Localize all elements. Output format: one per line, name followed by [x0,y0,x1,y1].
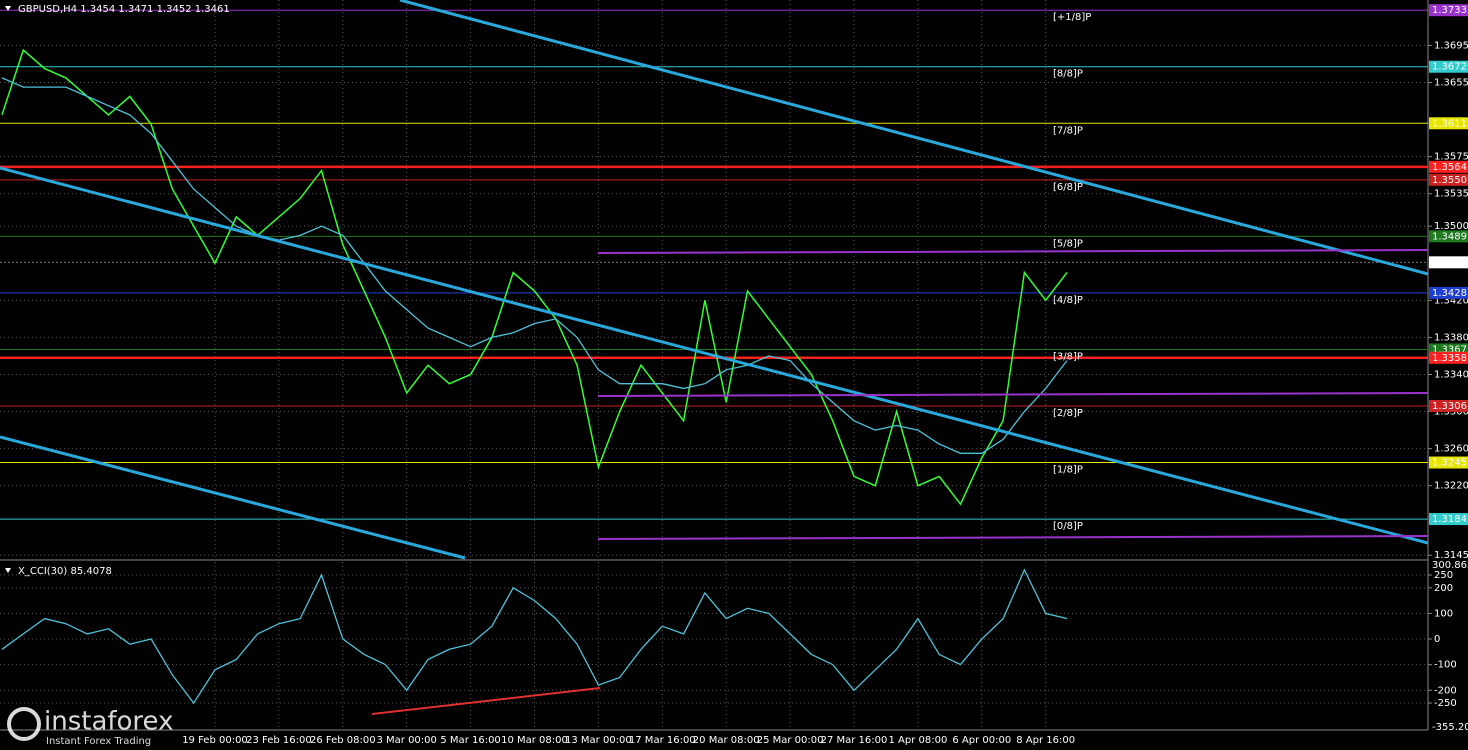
price-badge-label: 1.3672 [1432,62,1467,73]
x-tick-label: 1 Apr 08:00 [888,735,947,746]
menu-arrow [5,6,11,11]
pivot-line [597,535,1429,540]
price-badge [1429,399,1468,412]
x-tick-label: 19 Feb 00:00 [182,735,248,746]
x-tick-label: 23 Feb 16:00 [246,735,312,746]
watermark-text: instaforex [44,707,173,737]
series-line [1,568,1068,705]
y-tick-label: 1.3220 [1434,481,1468,492]
y-tick-label: 100 [1434,608,1453,619]
murray-tag: [0/8]P [1053,521,1083,532]
murray-tag: [4/8]P [1053,295,1083,306]
price-badge-label: 1.3245 [1432,458,1467,469]
price-badge [1429,117,1468,130]
murray-tag: [1/8]P [1053,465,1083,476]
x-tick-label: 8 Apr 16:00 [1016,735,1075,746]
price-badge [1429,456,1468,469]
x-tick-label: 17 Mar 16:00 [629,735,696,746]
price-badge [1429,351,1468,364]
y-tick-label: 1.3535 [1434,189,1468,200]
murray-tag: [8/8]P [1053,69,1083,80]
series-line [1,77,1068,454]
x-tick-label: 3 Mar 00:00 [376,735,436,746]
price-badge-label: 1.3184 [1432,514,1467,525]
y-tick-label: 1.3145 [1434,550,1468,561]
price-badge [1429,513,1468,526]
x-tick-label: 25 Mar 00:00 [757,735,824,746]
indicator-title: X_CCI(30) 85.4078 [18,566,112,577]
price-badge [1429,173,1468,186]
y-tick-label: 1.3260 [1434,444,1468,455]
trend-line [0,166,1429,545]
y-tick-label: 200 [1434,583,1453,594]
price-badge-label: 1.3611 [1432,118,1467,129]
watermark: instaforex Instant Forex Trading [7,707,173,747]
price-badge-label: 1.3428 [1432,288,1467,299]
watermark-subtext: Instant Forex Trading [46,736,151,747]
y-tick-label: 1.3380 [1434,332,1468,343]
price-badge [1429,60,1468,73]
price-badge [1429,286,1468,299]
y-tick-label: 1.3695 [1434,40,1468,51]
x-tick-label: 20 Mar 08:00 [693,735,760,746]
y-limit-label: 300.8623 [1432,560,1468,571]
x-tick-label: 13 Mar 00:00 [565,735,632,746]
price-badge-label: 1.3461 [1432,257,1467,268]
price-badge-label: 1.3550 [1432,175,1467,186]
murray-tag: [2/8]P [1053,408,1083,419]
y-tick-label: 1.3655 [1434,77,1468,88]
chart-title: GBPUSD,H4 1.3454 1.3471 1.3452 1.3461 [18,4,230,15]
y-limit-label: -355.206 [1432,722,1468,733]
pivot-line [597,392,1429,397]
price-badge-label: 1.3733 [1432,5,1467,16]
price-badge [1429,230,1468,243]
x-tick-label: 5 Mar 16:00 [440,735,500,746]
trend-line [0,435,466,560]
y-tick-label: -100 [1434,660,1457,671]
menu-arrow [5,568,11,573]
price-badge-label: 1.3564 [1432,162,1467,173]
y-tick-label: -200 [1434,685,1457,696]
y-tick-label: 1.3300 [1434,407,1468,418]
y-tick-label: 1.3340 [1434,369,1468,380]
price-badge-label: 1.3358 [1432,353,1467,364]
y-tick-label: 0 [1434,634,1440,645]
x-tick-label: 6 Apr 00:00 [952,735,1011,746]
y-tick-label: 1.3420 [1434,295,1468,306]
murray-tag: [+1/8]P [1053,12,1091,23]
y-tick-label: 1.3575 [1434,152,1468,163]
pivot-line [597,249,1429,254]
price-badge [1429,160,1468,173]
price-badge [1429,256,1468,269]
y-tick-label: 1.3500 [1434,221,1468,232]
y-tick-label: 250 [1434,570,1453,581]
price-badge-label: 1.3306 [1432,401,1467,412]
price-badge-label: 1.3489 [1432,231,1467,242]
x-tick-label: 27 Mar 16:00 [821,735,888,746]
murray-tag: [5/8]P [1053,238,1083,249]
watermark-logo [7,707,41,741]
price-badge [1429,4,1468,17]
murray-tag: [6/8]P [1053,182,1083,193]
murray-tag: [7/8]P [1053,125,1083,136]
trend-line [399,0,1429,276]
x-tick-label: 10 Mar 08:00 [501,735,568,746]
y-tick-label: -250 [1434,698,1457,709]
divergence-line [371,687,601,715]
murray-tag: [3/8]P [1053,351,1083,362]
price-badge-label: 1.3367 [1432,344,1467,355]
series-line [1,48,1068,506]
x-tick-label: 26 Feb 08:00 [310,735,376,746]
